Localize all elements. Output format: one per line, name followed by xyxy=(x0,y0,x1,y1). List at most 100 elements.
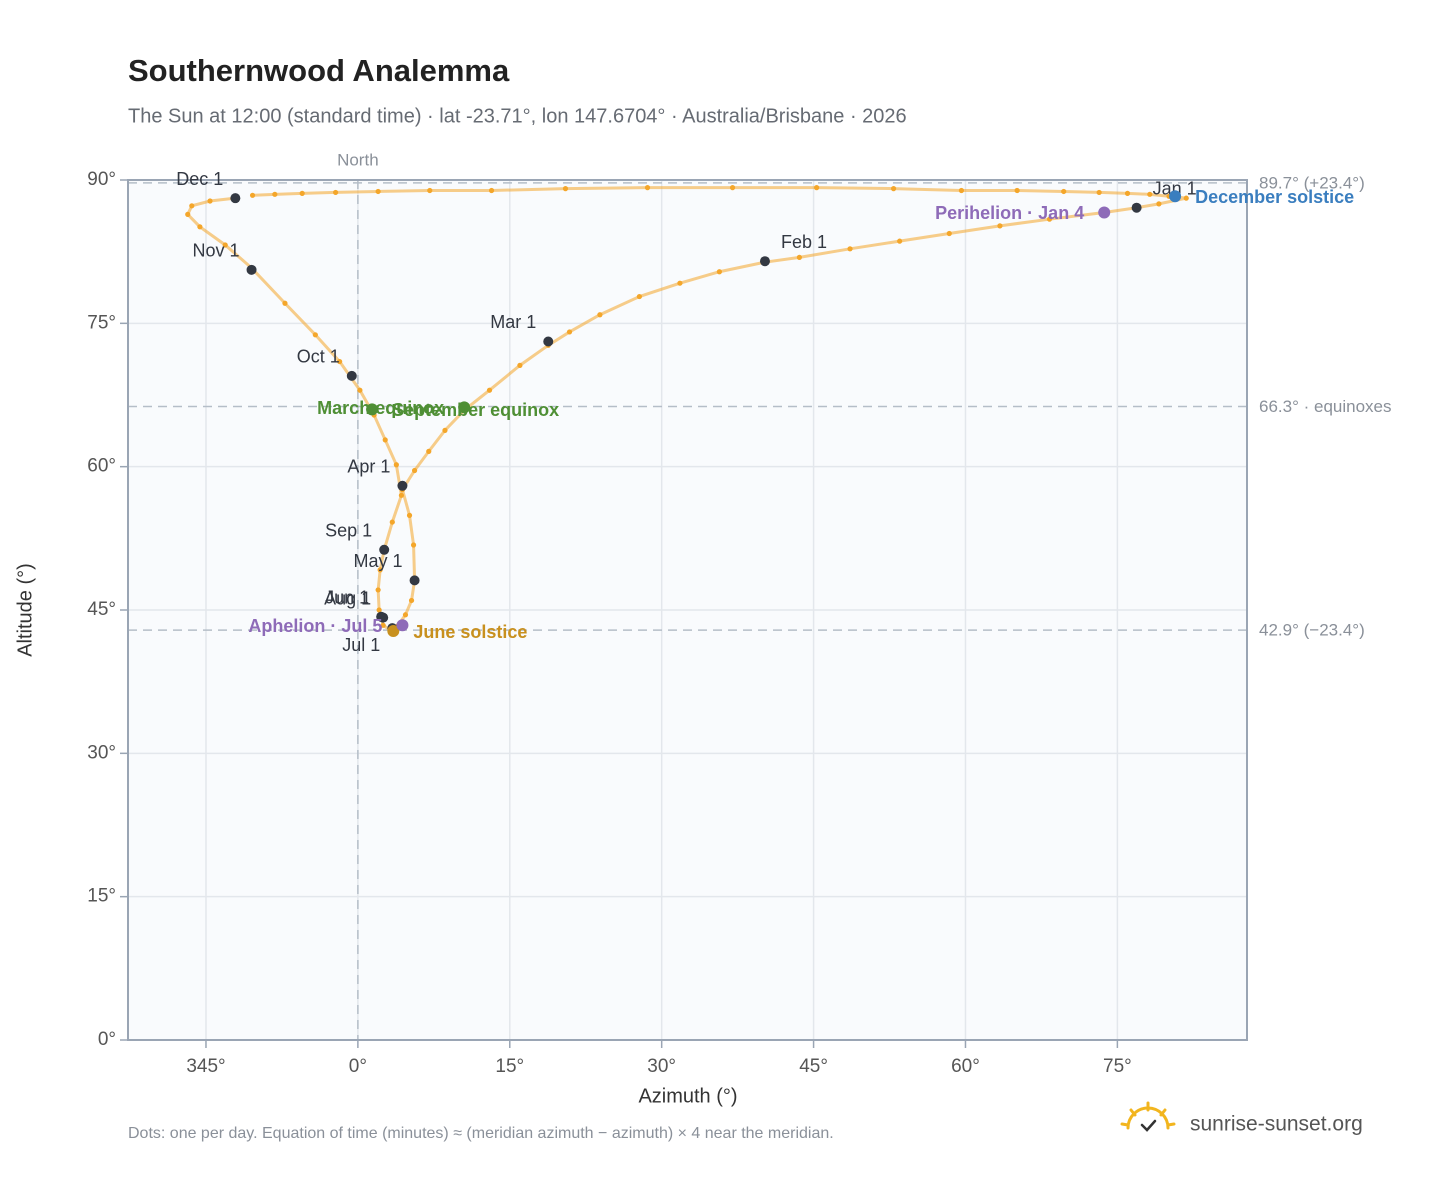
daily-dot xyxy=(406,512,413,519)
y-tick-label: 75° xyxy=(87,312,116,333)
month-dot xyxy=(230,193,241,204)
daily-dot xyxy=(890,186,897,192)
daily-dot xyxy=(380,622,386,628)
y-tick-label: 90° xyxy=(87,169,116,190)
month-label: Dec 1 xyxy=(176,169,223,189)
daily-dot xyxy=(796,254,803,260)
daily-dot xyxy=(1046,216,1053,222)
daily-dot xyxy=(189,203,195,209)
daily-dot xyxy=(1183,195,1189,201)
daily-dot xyxy=(1147,191,1153,197)
daily-dot xyxy=(729,185,736,191)
daily-dot xyxy=(562,186,569,192)
daily-dot xyxy=(357,387,363,393)
daily-dot xyxy=(1156,201,1162,207)
event-label: Perihelion · Jan 4 xyxy=(935,203,1084,223)
daily-dot xyxy=(376,607,382,613)
event-dot xyxy=(458,401,471,414)
daily-dot xyxy=(312,332,318,338)
event-label: March equinox xyxy=(317,398,444,418)
daily-dot xyxy=(197,224,203,230)
daily-dot xyxy=(332,189,339,196)
month-dot xyxy=(378,612,389,623)
daily-dot xyxy=(636,293,642,300)
month-dot xyxy=(1131,202,1142,213)
daily-dot xyxy=(375,587,381,593)
daily-dot xyxy=(566,329,573,335)
month-label: Jan 1 xyxy=(1153,178,1197,198)
chart-subtitle: The Sun at 12:00 (standard time) · lat -… xyxy=(128,105,907,127)
month-dot xyxy=(379,544,390,555)
month-dot xyxy=(397,480,408,491)
daily-dot xyxy=(207,198,213,204)
x-tick-label: 0° xyxy=(349,1056,367,1077)
month-label: Apr 1 xyxy=(347,457,390,477)
daily-dot xyxy=(426,448,432,454)
daily-dot xyxy=(185,211,191,217)
daily-dot xyxy=(814,185,820,191)
footnote: Dots: one per day. Equation of time (min… xyxy=(128,1125,834,1142)
daily-dot xyxy=(377,567,383,573)
month-label: Feb 1 xyxy=(781,232,827,252)
y-axis-label: Altitude (°) xyxy=(14,563,36,657)
daily-dot xyxy=(597,312,603,318)
month-label: Jul 1 xyxy=(342,635,380,655)
event-dot xyxy=(1098,206,1111,219)
daily-dot xyxy=(402,612,409,618)
daily-dot xyxy=(644,185,651,191)
x-axis-label: Azimuth (°) xyxy=(638,1085,737,1107)
daily-dot xyxy=(847,246,853,252)
daily-dot xyxy=(486,387,493,393)
event-label: December solstice xyxy=(1195,187,1354,207)
daily-dot xyxy=(410,542,417,548)
daily-dot xyxy=(389,519,395,525)
x-tick-label: 60° xyxy=(951,1056,980,1077)
daily-dot xyxy=(282,300,288,306)
daily-dot xyxy=(411,467,418,474)
y-tick-label: 30° xyxy=(87,742,116,763)
month-label: Jun 1 xyxy=(325,587,369,607)
event-label: September equinox xyxy=(392,400,559,420)
x-tick-label: 45° xyxy=(799,1056,828,1077)
event-label: June solstice xyxy=(413,622,527,642)
daily-dot xyxy=(946,230,952,237)
daily-dot xyxy=(488,187,495,194)
month-label: Mar 1 xyxy=(490,312,536,332)
daily-dot xyxy=(1096,189,1102,196)
event-dot xyxy=(387,625,400,638)
month-dot xyxy=(246,264,257,275)
daily-dot xyxy=(1124,190,1131,196)
daily-dot xyxy=(398,492,405,498)
x-tick-label: 75° xyxy=(1103,1056,1132,1077)
month-label: May 1 xyxy=(354,551,403,571)
north-label: North xyxy=(337,150,379,169)
daily-dot xyxy=(517,362,523,368)
x-tick-label: 15° xyxy=(495,1056,524,1077)
reference-label: 42.9° (−23.4°) xyxy=(1259,621,1365,640)
daily-dot xyxy=(716,269,722,275)
y-tick-label: 60° xyxy=(87,456,116,477)
plot-frame xyxy=(127,179,1248,1041)
y-tick-label: 15° xyxy=(87,886,116,907)
month-dot xyxy=(759,256,770,267)
brand-logo xyxy=(1120,1101,1176,1132)
event-dot xyxy=(366,403,379,416)
daily-dot xyxy=(958,187,965,194)
event-label: Aphelion · Jul 5 xyxy=(248,616,382,636)
daily-dot xyxy=(382,437,388,443)
x-tick-label: 30° xyxy=(647,1056,676,1077)
month-label: Nov 1 xyxy=(193,241,240,261)
daily-dot xyxy=(1061,188,1067,195)
daily-dot xyxy=(249,192,256,198)
month-dot xyxy=(543,336,554,347)
month-dot xyxy=(409,575,420,586)
daily-dot xyxy=(393,462,399,468)
daily-dot xyxy=(272,191,278,197)
daily-dot xyxy=(442,427,448,433)
daily-dot xyxy=(1014,187,1020,194)
daily-dot xyxy=(375,188,381,195)
month-label: Sep 1 xyxy=(325,521,372,541)
x-tick-label: 345° xyxy=(186,1056,225,1077)
event-dot xyxy=(396,619,409,632)
